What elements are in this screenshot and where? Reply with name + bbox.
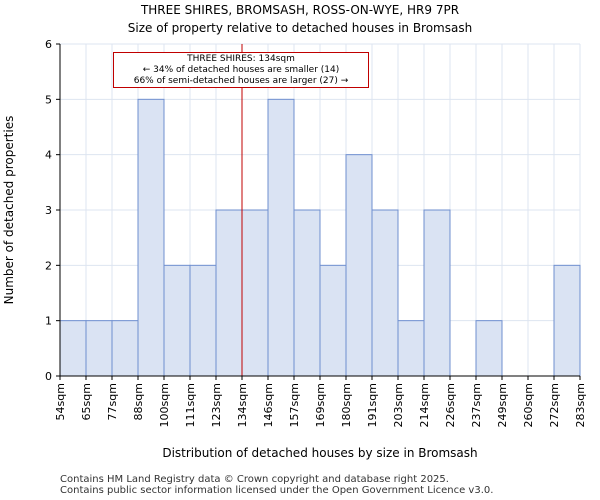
x-tick-label: 77sqm xyxy=(106,383,119,420)
x-tick-label: 191sqm xyxy=(366,383,379,427)
footer-line-2: Contains public sector information licen… xyxy=(60,485,494,496)
x-tick-label: 157sqm xyxy=(288,383,301,427)
x-tick-label: 180sqm xyxy=(340,383,353,427)
bar xyxy=(85,320,113,377)
bar xyxy=(241,209,269,377)
x-tick-label: 146sqm xyxy=(262,383,275,427)
y-tick-label: 4 xyxy=(45,149,52,162)
x-tick-label: 249sqm xyxy=(496,383,509,427)
x-tick-label: 134sqm xyxy=(236,383,249,427)
x-tick-label: 214sqm xyxy=(418,383,431,427)
x-axis-label: Distribution of detached houses by size … xyxy=(162,446,477,460)
chart-subtitle: Size of property relative to detached ho… xyxy=(127,21,473,35)
annotation-line-2: ← 34% of detached houses are smaller (14… xyxy=(142,65,340,75)
bar xyxy=(553,264,581,377)
bar xyxy=(319,264,347,377)
bar xyxy=(215,209,243,377)
bar xyxy=(397,320,425,377)
bar xyxy=(111,320,139,377)
bar xyxy=(267,98,295,377)
bar xyxy=(189,264,217,377)
bar xyxy=(423,209,451,377)
y-tick-label: 0 xyxy=(45,370,52,383)
bar xyxy=(475,320,503,377)
x-tick-label: 237sqm xyxy=(470,383,483,427)
x-tick-label: 169sqm xyxy=(314,383,327,427)
annotation-line-1: THREE SHIRES: 134sqm xyxy=(187,54,295,64)
x-tick-label: 88sqm xyxy=(132,383,145,420)
y-tick-label: 2 xyxy=(45,259,52,272)
bar xyxy=(137,98,165,377)
bar xyxy=(345,154,373,377)
bar xyxy=(371,209,399,377)
x-tick-label: 123sqm xyxy=(210,383,223,427)
y-tick-label: 1 xyxy=(45,315,52,328)
x-tick-label: 54sqm xyxy=(54,383,67,420)
x-tick-label: 272sqm xyxy=(548,383,561,427)
annotation-line-3: 66% of semi-detached houses are larger (… xyxy=(133,76,349,86)
property-annotation: THREE SHIRES: 134sqm ← 34% of detached h… xyxy=(113,52,369,88)
y-tick-label: 6 xyxy=(45,38,52,51)
bar xyxy=(293,209,321,377)
x-tick-label: 100sqm xyxy=(158,383,171,427)
footer-line-1: Contains HM Land Registry data © Crown c… xyxy=(60,474,449,485)
x-tick-label: 226sqm xyxy=(444,383,457,427)
y-tick-label: 3 xyxy=(45,204,52,217)
y-tick-label: 5 xyxy=(45,93,52,106)
bar xyxy=(59,320,87,377)
bar xyxy=(163,264,191,377)
chart-title: THREE SHIRES, BROMSASH, ROSS-ON-WYE, HR9… xyxy=(140,3,460,17)
x-tick-label: 260sqm xyxy=(522,383,535,427)
y-axis-label: Number of detached properties xyxy=(2,116,16,305)
x-tick-label: 283sqm xyxy=(574,383,587,427)
x-tick-label: 111sqm xyxy=(184,383,197,427)
x-tick-label: 65sqm xyxy=(80,383,93,420)
x-tick-label: 203sqm xyxy=(392,383,405,427)
